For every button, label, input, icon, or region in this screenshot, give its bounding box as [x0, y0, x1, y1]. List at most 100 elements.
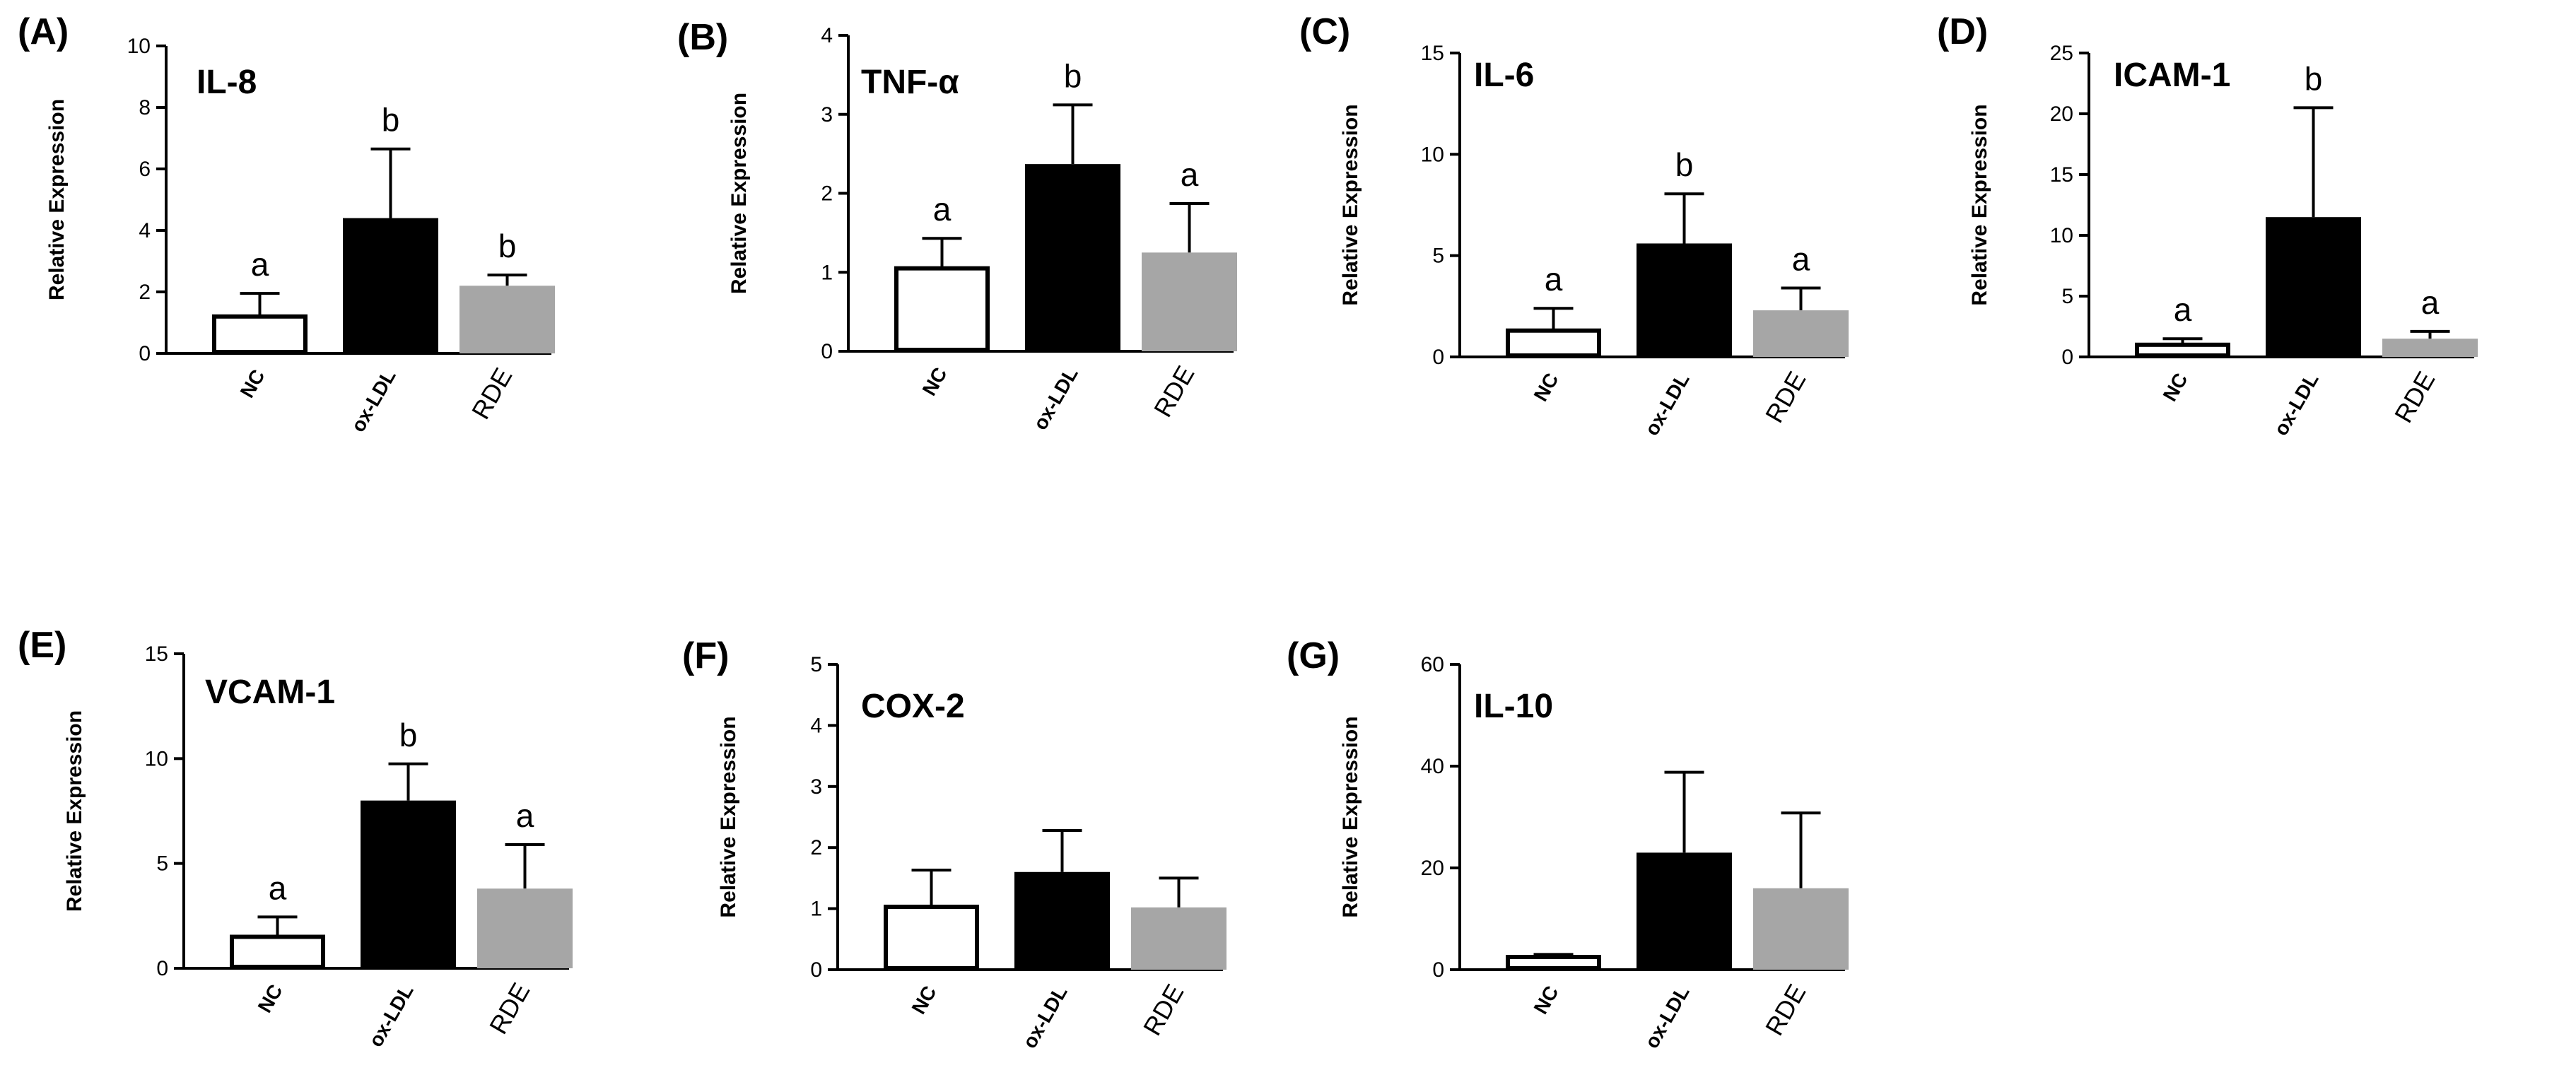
y-axis-label: Relative Expression — [45, 99, 69, 300]
chart-title: TNF-α — [861, 64, 959, 101]
chart-panel-a: (A) IL-8 Relative Expression 0 2 4 6 8 10 a NC b ox-… — [18, 11, 555, 436]
significance-letter: b — [1675, 146, 1694, 183]
y-tick-label: 10 — [2050, 224, 2073, 247]
significance-letter: a — [516, 797, 534, 834]
bar-ox-ldl — [1637, 243, 1732, 357]
y-tick-label: 60 — [1421, 653, 1444, 676]
y-tick-label: 10 — [145, 747, 168, 770]
chart-title: COX-2 — [861, 688, 965, 725]
y-axis-label: Relative Expression — [1339, 716, 1362, 917]
y-tick-label: 5 — [810, 653, 822, 676]
x-tick-label: ox-LDL — [2270, 370, 2323, 440]
x-tick-label: NC — [2159, 370, 2192, 406]
chart-panel-f: (F) COX-2 Relative Expression 0 1 2 3 4 5 NC ox-LD… — [682, 635, 1226, 1052]
chart-title: IL-6 — [1474, 57, 1534, 94]
y-tick-label: 20 — [2050, 102, 2073, 126]
x-tick-label: NC — [918, 364, 952, 400]
y-tick-label: 1 — [821, 261, 833, 284]
x-tick-label: RDE — [466, 363, 518, 424]
bar-ox-ldl — [361, 800, 456, 968]
panel-label: (G) — [1287, 635, 1340, 676]
bar-ox-ldl — [1637, 852, 1732, 970]
x-tick-label: ox-LDL — [1019, 982, 1072, 1052]
y-tick-label: 5 — [1432, 245, 1444, 268]
y-tick-label: 10 — [1421, 143, 1444, 166]
bar-rde — [459, 286, 555, 353]
y-tick-label: 40 — [1421, 755, 1444, 778]
x-tick-label: RDE — [1760, 367, 1812, 428]
x-tick-label: ox-LDL — [1641, 370, 1694, 440]
y-tick-label: 4 — [139, 219, 151, 242]
y-tick-label: 2 — [810, 836, 822, 859]
y-tick-label: 8 — [139, 96, 151, 119]
panel-label: (C) — [1299, 11, 1350, 52]
bar-ox-ldl — [1014, 871, 1110, 970]
x-tick-label: RDE — [1148, 361, 1200, 422]
y-tick-label: 15 — [145, 642, 168, 666]
panel-label: (F) — [682, 635, 729, 676]
y-tick-label: 25 — [2050, 42, 2073, 65]
chart-title: VCAM-1 — [205, 674, 335, 711]
y-tick-label: 15 — [1421, 42, 1444, 65]
bar-nc — [212, 314, 308, 354]
x-tick-label: RDE — [2389, 367, 2441, 428]
chart-title: IL-10 — [1474, 688, 1553, 725]
x-tick-label: NC — [1530, 982, 1563, 1018]
bar-rde — [2382, 339, 2478, 357]
y-tick-label: 0 — [810, 958, 822, 982]
bar-nc — [2135, 342, 2230, 358]
x-tick-label: NC — [908, 982, 941, 1018]
significance-letter: b — [1064, 57, 1082, 94]
y-tick-label: 6 — [139, 158, 151, 181]
x-tick-label: RDE — [484, 978, 536, 1039]
significance-letter: b — [399, 717, 418, 753]
y-tick-label: 0 — [2061, 346, 2073, 369]
y-axis-label: Relative Expression — [1968, 104, 1991, 305]
bar-ox-ldl — [1025, 164, 1120, 351]
x-tick-label: RDE — [1760, 980, 1812, 1040]
y-tick-label: 2 — [821, 182, 833, 206]
bar-rde — [1753, 888, 1849, 970]
chart-panel-e: (E) VCAM-1 Relative Expression 0 5 10 15 a NC b ox… — [18, 625, 573, 1051]
significance-letter: a — [933, 191, 952, 228]
panel-label: (A) — [18, 11, 69, 52]
panel-label: (B) — [677, 17, 728, 58]
significance-letter: b — [382, 102, 400, 139]
bar-nc — [1506, 955, 1601, 970]
y-tick-label: 15 — [2050, 163, 2073, 187]
significance-letter: b — [498, 228, 517, 264]
bar-rde — [1142, 252, 1237, 351]
chart-title: ICAM-1 — [2114, 57, 2230, 94]
x-tick-label: ox-LDL — [1029, 364, 1082, 434]
panel-label: (E) — [18, 625, 66, 666]
significance-letter: b — [2305, 60, 2323, 97]
x-tick-label: NC — [1530, 370, 1563, 406]
y-tick-label: 5 — [2061, 285, 2073, 308]
y-axis-label: Relative Expression — [63, 710, 86, 912]
bar-rde — [477, 888, 573, 968]
y-tick-label: 3 — [810, 775, 822, 799]
significance-letter: a — [1545, 261, 1563, 298]
y-tick-label: 2 — [139, 281, 151, 304]
significance-letter: a — [2421, 284, 2440, 321]
x-tick-label: NC — [236, 366, 269, 402]
y-tick-label: 0 — [821, 340, 833, 363]
significance-letter: a — [1792, 241, 1810, 278]
y-tick-label: 0 — [156, 957, 168, 980]
y-tick-label: 10 — [127, 35, 151, 58]
x-tick-label: RDE — [1137, 980, 1190, 1040]
bar-nc — [1506, 328, 1601, 358]
panel-label: (D) — [1937, 11, 1988, 52]
y-axis-label: Relative Expression — [717, 716, 740, 917]
y-tick-label: 3 — [821, 103, 833, 127]
chart-panel-c: (C) IL-6 Relative Expression 0 5 10 15 a NC b ox-L… — [1299, 11, 1849, 440]
x-tick-label: ox-LDL — [365, 981, 418, 1051]
x-tick-label: ox-LDL — [1641, 982, 1694, 1052]
y-tick-label: 4 — [821, 24, 833, 47]
chart-panel-g: (G) IL-10 Relative Expression 0 20 40 60 NC ox-L… — [1287, 635, 1849, 1052]
significance-letter: a — [251, 246, 269, 283]
x-tick-label: NC — [254, 981, 287, 1017]
bar-nc — [230, 934, 325, 969]
y-tick-label: 0 — [139, 342, 151, 365]
bar-rde — [1131, 907, 1226, 970]
